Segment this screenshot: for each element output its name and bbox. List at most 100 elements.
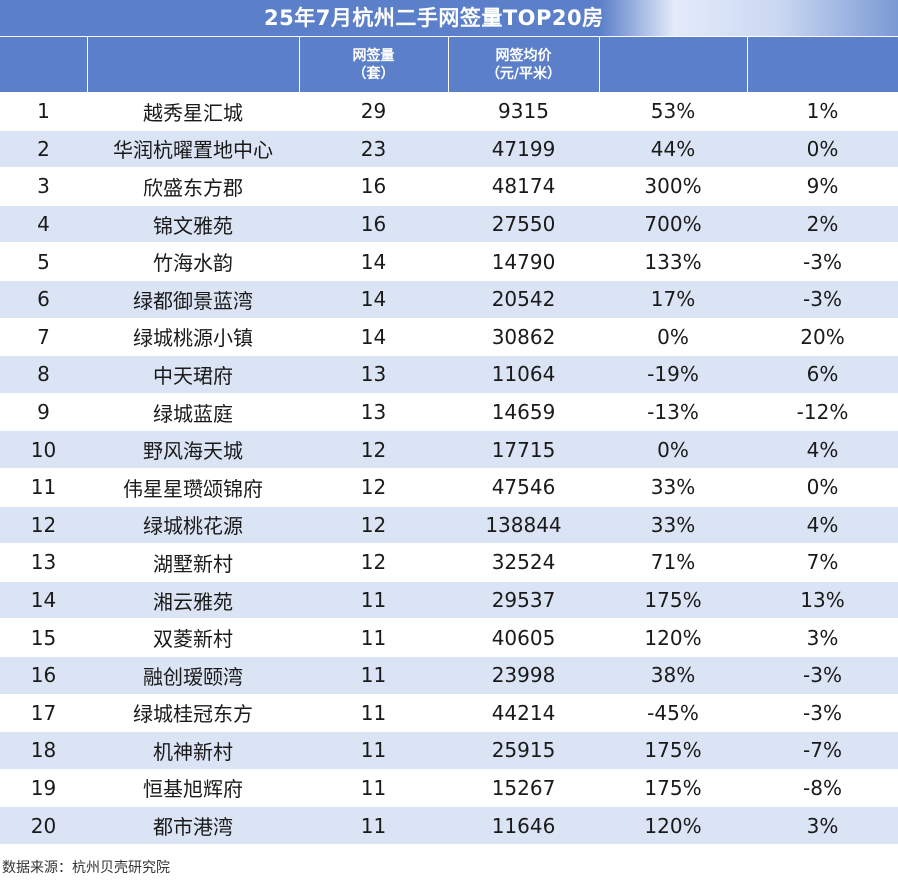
cell-price: 29537 (448, 580, 599, 619)
cell-name: 华润杭曜置地中心 (87, 129, 299, 168)
cell-change-2: -3% (747, 693, 898, 732)
cell-price: 47199 (448, 129, 599, 168)
cell-rank: 11 (0, 467, 87, 507)
cell-change-1: 38% (599, 655, 747, 694)
table-row: 20 都市港湾 11 11646 120% 3% (0, 806, 898, 844)
cell-change-1: 53% (599, 92, 747, 131)
cell-change-2: 0% (747, 467, 898, 507)
cell-price: 25915 (448, 731, 599, 770)
cell-change-2: 3% (747, 806, 898, 844)
cell-name: 湖墅新村 (87, 543, 299, 582)
cell-rank: 18 (0, 731, 87, 770)
cell-price: 17715 (448, 430, 599, 469)
cell-change-1: -13% (599, 392, 747, 431)
table-row: 14 湘云雅苑 11 29537 175% 13% (0, 580, 898, 619)
table-row: 13 湖墅新村 12 32524 71% 7% (0, 543, 898, 582)
cell-name: 越秀星汇城 (87, 92, 299, 131)
table-row: 18 机神新村 11 25915 175% -7% (0, 731, 898, 770)
cell-name: 融创瑷颐湾 (87, 655, 299, 694)
cell-name: 湘云雅苑 (87, 580, 299, 619)
cell-change-1: 175% (599, 731, 747, 770)
cell-rank: 15 (0, 618, 87, 657)
cell-change-1: 133% (599, 242, 747, 281)
header-price-unit: （元/平米） (485, 65, 562, 82)
cell-name: 绿城桂冠东方 (87, 693, 299, 732)
cell-rank: 8 (0, 355, 87, 394)
cell-name: 伟星星瓒颂锦府 (87, 467, 299, 507)
cell-count: 12 (299, 505, 448, 544)
table-row: 19 恒基旭辉府 11 15267 175% -8% (0, 768, 898, 807)
cell-price: 9315 (448, 92, 599, 131)
cell-name: 都市港湾 (87, 806, 299, 844)
cell-rank: 16 (0, 655, 87, 694)
cell-change-2: 2% (747, 204, 898, 243)
cell-price: 47546 (448, 467, 599, 507)
cell-rank: 9 (0, 392, 87, 431)
cell-change-2: -3% (747, 279, 898, 319)
cell-name: 恒基旭辉府 (87, 768, 299, 807)
cell-price: 11646 (448, 806, 599, 844)
cell-count: 14 (299, 242, 448, 281)
cell-price: 44214 (448, 693, 599, 732)
table-row: 6 绿都御景蓝湾 14 20542 17% -3% (0, 279, 898, 319)
table-row: 3 欣盛东方郡 16 48174 300% 9% (0, 167, 898, 206)
cell-rank: 2 (0, 129, 87, 168)
table-row: 1 越秀星汇城 29 9315 53% 1% (0, 92, 898, 131)
header-change-2 (746, 36, 898, 93)
cell-count: 12 (299, 543, 448, 582)
cell-count: 11 (299, 655, 448, 694)
header-rank (0, 36, 87, 93)
table-row: 12 绿城桃花源 12 138844 33% 4% (0, 505, 898, 544)
cell-change-2: 0% (747, 129, 898, 168)
header-name (86, 36, 299, 93)
title-bar: 25年7月杭州二手网签量TOP20房 (0, 0, 898, 36)
cell-change-2: -12% (747, 392, 898, 431)
cell-count: 11 (299, 580, 448, 619)
table-row: 10 野风海天城 12 17715 0% 4% (0, 430, 898, 469)
cell-change-1: 0% (599, 317, 747, 356)
table-row: 4 锦文雅苑 16 27550 700% 2% (0, 204, 898, 243)
cell-change-2: 7% (747, 543, 898, 582)
title-watermark-fade (600, 0, 898, 36)
table-row: 17 绿城桂冠东方 11 44214 -45% -3% (0, 693, 898, 732)
cell-change-1: 33% (599, 467, 747, 507)
cell-count: 14 (299, 317, 448, 356)
cell-count: 12 (299, 430, 448, 469)
cell-change-1: 71% (599, 543, 747, 582)
cell-change-2: 6% (747, 355, 898, 394)
header-count: 网签量 （套） (298, 36, 448, 93)
cell-change-2: 13% (747, 580, 898, 619)
cell-price: 48174 (448, 167, 599, 206)
cell-price: 138844 (448, 505, 599, 544)
cell-name: 野风海天城 (87, 430, 299, 469)
cell-change-2: 4% (747, 505, 898, 544)
header-row: 网签量 （套） 网签均价 （元/平米） (0, 36, 898, 93)
cell-rank: 6 (0, 279, 87, 319)
table-row: 9 绿城蓝庭 13 14659 -13% -12% (0, 392, 898, 431)
cell-count: 12 (299, 467, 448, 507)
cell-name: 竹海水韵 (87, 242, 299, 281)
table-row: 8 中天珺府 13 11064 -19% 6% (0, 355, 898, 394)
data-source-note: 数据来源：杭州贝壳研究院 (2, 860, 170, 876)
cell-change-1: 120% (599, 618, 747, 657)
cell-count: 16 (299, 167, 448, 206)
cell-price: 20542 (448, 279, 599, 319)
cell-rank: 17 (0, 693, 87, 732)
cell-change-1: 17% (599, 279, 747, 319)
cell-change-1: 700% (599, 204, 747, 243)
cell-rank: 4 (0, 204, 87, 243)
cell-price: 40605 (448, 618, 599, 657)
cell-name: 机神新村 (87, 731, 299, 770)
cell-rank: 7 (0, 317, 87, 356)
cell-count: 23 (299, 129, 448, 168)
table-row: 11 伟星星瓒颂锦府 12 47546 33% 0% (0, 467, 898, 507)
cell-rank: 14 (0, 580, 87, 619)
cell-change-2: 20% (747, 317, 898, 356)
cell-change-2: 4% (747, 430, 898, 469)
table-row: 15 双菱新村 11 40605 120% 3% (0, 618, 898, 657)
cell-rank: 19 (0, 768, 87, 807)
cell-change-1: 175% (599, 768, 747, 807)
cell-count: 13 (299, 355, 448, 394)
cell-change-2: -8% (747, 768, 898, 807)
cell-change-1: 44% (599, 129, 747, 168)
